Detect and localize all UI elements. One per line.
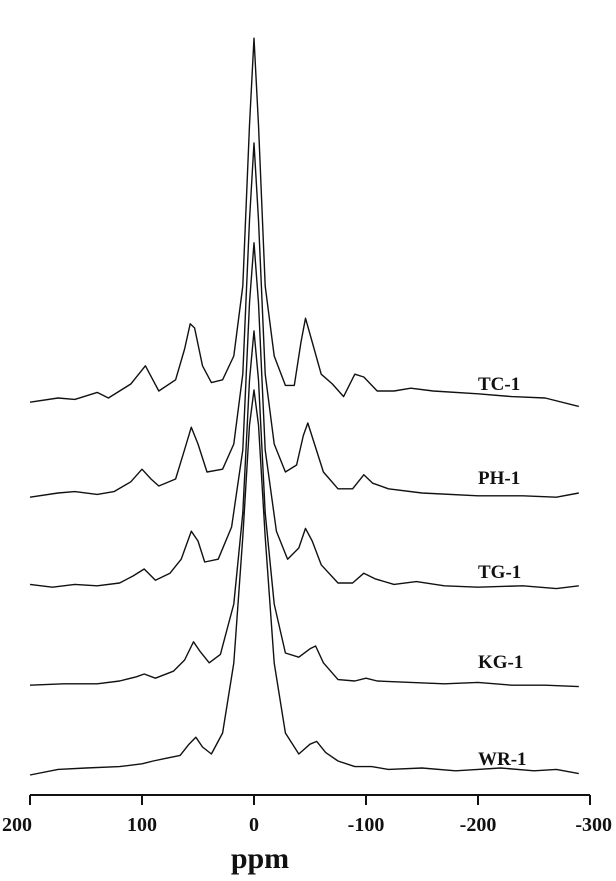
spectrum-trace-wr-1 xyxy=(29,389,579,776)
series-label-kg-1: KG-1 xyxy=(478,652,523,673)
x-tick-label: -300 xyxy=(575,814,612,836)
series-label-ph-1: PH-1 xyxy=(478,468,520,489)
series-labels: TC-1 PH-1 TG-1 KG-1 WR-1 xyxy=(478,374,527,770)
spectrum-trace-kg-1 xyxy=(29,330,579,688)
x-tick-label: 0 xyxy=(249,814,259,836)
x-axis-ticks: 200 100 0 -100 -200 -300 xyxy=(2,795,612,836)
series-label-tc-1: TC-1 xyxy=(478,374,520,395)
series-label-wr-1: WR-1 xyxy=(478,749,527,770)
spectrum-trace-tc-1 xyxy=(29,37,579,408)
x-axis: 200 100 0 -100 -200 -300 xyxy=(2,794,612,836)
spectra-traces xyxy=(29,37,579,776)
series-label-tg-1: TG-1 xyxy=(478,562,521,583)
x-tick-label: 100 xyxy=(127,814,157,836)
x-tick-label: -100 xyxy=(348,814,385,836)
x-tick-label: 200 xyxy=(2,814,32,836)
spectrum-trace-ph-1 xyxy=(29,142,579,498)
x-axis-title: ppm xyxy=(231,842,289,875)
x-tick-label: -200 xyxy=(460,814,497,836)
spectrum-trace-tg-1 xyxy=(29,242,579,590)
